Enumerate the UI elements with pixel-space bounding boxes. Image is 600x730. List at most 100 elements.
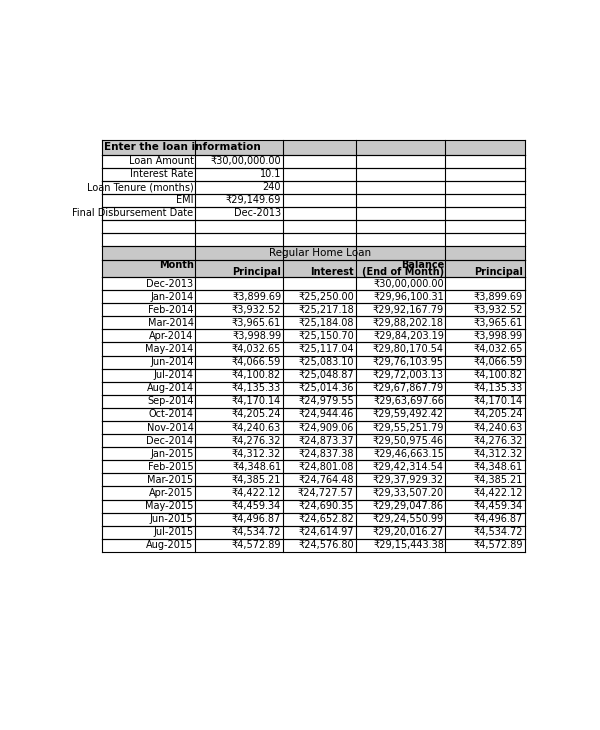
- Bar: [102, 526, 524, 539]
- Bar: [102, 447, 524, 461]
- Text: ₹29,88,202.18: ₹29,88,202.18: [373, 318, 444, 328]
- Bar: [102, 342, 524, 356]
- Text: Aug-2014: Aug-2014: [146, 383, 194, 393]
- Bar: [102, 168, 524, 181]
- Text: ₹24,652.82: ₹24,652.82: [298, 514, 354, 524]
- Text: ₹4,066.59: ₹4,066.59: [474, 357, 523, 367]
- Text: ₹3,932.52: ₹3,932.52: [232, 304, 281, 315]
- Text: ₹30,00,000.00: ₹30,00,000.00: [373, 279, 444, 288]
- Text: ₹3,998.99: ₹3,998.99: [474, 331, 523, 341]
- Bar: [102, 408, 524, 421]
- Text: ₹4,348.61: ₹4,348.61: [474, 462, 523, 472]
- Text: 240: 240: [263, 182, 281, 192]
- Bar: [102, 233, 524, 246]
- Text: Apr-2014: Apr-2014: [149, 331, 194, 341]
- Text: ₹29,29,047.86: ₹29,29,047.86: [373, 501, 444, 511]
- Text: Jan-2014: Jan-2014: [151, 292, 194, 301]
- Text: ₹4,422.12: ₹4,422.12: [232, 488, 281, 498]
- Text: ₹3,932.52: ₹3,932.52: [473, 304, 523, 315]
- Text: Jul-2015: Jul-2015: [154, 527, 194, 537]
- Bar: [102, 473, 524, 486]
- Bar: [102, 539, 524, 552]
- Text: ₹29,84,203.19: ₹29,84,203.19: [373, 331, 444, 341]
- Bar: [102, 290, 524, 303]
- Text: ₹4,240.63: ₹4,240.63: [474, 423, 523, 433]
- Text: ₹4,205.24: ₹4,205.24: [232, 410, 281, 420]
- Text: Loan Tenure (months): Loan Tenure (months): [87, 182, 194, 192]
- Text: ₹24,909.06: ₹24,909.06: [299, 423, 354, 433]
- Text: ₹24,614.97: ₹24,614.97: [299, 527, 354, 537]
- Bar: [102, 499, 524, 512]
- Text: Loan Amount: Loan Amount: [128, 156, 194, 166]
- Bar: [102, 316, 524, 329]
- Text: May-2014: May-2014: [145, 344, 194, 354]
- Text: Interest: Interest: [310, 267, 354, 277]
- Text: ₹4,422.12: ₹4,422.12: [473, 488, 523, 498]
- Text: Enter the loan information: Enter the loan information: [104, 142, 261, 153]
- Bar: [102, 486, 524, 499]
- Text: ₹4,496.87: ₹4,496.87: [232, 514, 281, 524]
- Text: ₹3,965.61: ₹3,965.61: [474, 318, 523, 328]
- Text: ₹24,944.46: ₹24,944.46: [299, 410, 354, 420]
- Text: Oct-2014: Oct-2014: [149, 410, 194, 420]
- Bar: [102, 421, 524, 434]
- Text: Dec-2013: Dec-2013: [234, 209, 281, 218]
- Text: ₹29,24,550.99: ₹29,24,550.99: [373, 514, 444, 524]
- Text: Balance: Balance: [401, 260, 444, 270]
- Text: ₹4,385.21: ₹4,385.21: [473, 475, 523, 485]
- Bar: [102, 382, 524, 395]
- Text: Dec-2014: Dec-2014: [146, 436, 194, 445]
- Text: ₹29,149.69: ₹29,149.69: [226, 196, 281, 205]
- Text: ₹29,42,314.54: ₹29,42,314.54: [373, 462, 444, 472]
- Text: Jun-2014: Jun-2014: [150, 357, 194, 367]
- Bar: [102, 329, 524, 342]
- Text: ₹4,135.33: ₹4,135.33: [232, 383, 281, 393]
- Bar: [102, 155, 524, 168]
- Text: Dec-2013: Dec-2013: [146, 279, 194, 288]
- Text: ₹29,50,975.46: ₹29,50,975.46: [373, 436, 444, 445]
- Text: ₹4,572.89: ₹4,572.89: [473, 540, 523, 550]
- Bar: [102, 246, 524, 260]
- Text: Sep-2014: Sep-2014: [147, 396, 194, 407]
- Text: ₹3,899.69: ₹3,899.69: [474, 292, 523, 301]
- Text: ₹4,032.65: ₹4,032.65: [473, 344, 523, 354]
- Text: Feb-2015: Feb-2015: [148, 462, 194, 472]
- Text: ₹4,459.34: ₹4,459.34: [232, 501, 281, 511]
- Text: Feb-2014: Feb-2014: [148, 304, 194, 315]
- Text: ₹4,170.14: ₹4,170.14: [474, 396, 523, 407]
- Text: ₹4,572.89: ₹4,572.89: [232, 540, 281, 550]
- Text: Regular Home Loan: Regular Home Loan: [269, 248, 371, 258]
- Text: Mar-2015: Mar-2015: [148, 475, 194, 485]
- Text: ₹29,92,167.79: ₹29,92,167.79: [373, 304, 444, 315]
- Text: ₹24,837.38: ₹24,837.38: [299, 449, 354, 458]
- Text: ₹24,801.08: ₹24,801.08: [299, 462, 354, 472]
- Bar: [102, 434, 524, 447]
- Text: ₹3,998.99: ₹3,998.99: [232, 331, 281, 341]
- Text: ₹25,014.36: ₹25,014.36: [299, 383, 354, 393]
- Bar: [102, 207, 524, 220]
- Text: ₹4,496.87: ₹4,496.87: [474, 514, 523, 524]
- Text: ₹29,67,867.79: ₹29,67,867.79: [373, 383, 444, 393]
- Text: Principal: Principal: [232, 267, 281, 277]
- Text: ₹4,534.72: ₹4,534.72: [473, 527, 523, 537]
- Text: ₹4,312.32: ₹4,312.32: [232, 449, 281, 458]
- Bar: [102, 140, 524, 155]
- Bar: [102, 194, 524, 207]
- Bar: [102, 220, 524, 233]
- Bar: [102, 395, 524, 408]
- Text: ₹4,276.32: ₹4,276.32: [232, 436, 281, 445]
- Text: ₹4,312.32: ₹4,312.32: [473, 449, 523, 458]
- Text: (End of Month): (End of Month): [362, 267, 444, 277]
- Text: ₹4,066.59: ₹4,066.59: [232, 357, 281, 367]
- Text: Jun-2015: Jun-2015: [150, 514, 194, 524]
- Text: ₹4,100.82: ₹4,100.82: [232, 370, 281, 380]
- Text: ₹4,534.72: ₹4,534.72: [232, 527, 281, 537]
- Text: ₹29,37,929.32: ₹29,37,929.32: [373, 475, 444, 485]
- Text: ₹29,20,016.27: ₹29,20,016.27: [373, 527, 444, 537]
- Text: ₹25,117.04: ₹25,117.04: [298, 344, 354, 354]
- Text: ₹4,135.33: ₹4,135.33: [474, 383, 523, 393]
- Text: ₹29,76,103.95: ₹29,76,103.95: [373, 357, 444, 367]
- Bar: [102, 260, 524, 277]
- Text: ₹25,250.00: ₹25,250.00: [298, 292, 354, 301]
- Text: ₹29,55,251.79: ₹29,55,251.79: [373, 423, 444, 433]
